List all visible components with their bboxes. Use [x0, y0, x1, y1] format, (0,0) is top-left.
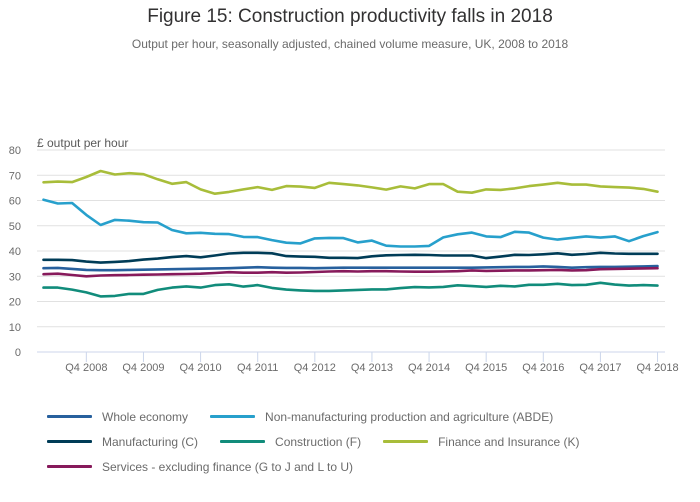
- legend-item[interactable]: Whole economy: [47, 410, 188, 424]
- legend-item[interactable]: Construction (F): [220, 435, 361, 449]
- legend-label: Construction (F): [275, 434, 362, 449]
- y-tick-label: 80: [9, 145, 21, 157]
- series-line-4[interactable]: [42, 169, 659, 195]
- legend-swatch: [47, 440, 92, 443]
- legend-swatch: [47, 465, 92, 468]
- legend-label: Services - excluding finance (G to J and…: [102, 459, 354, 474]
- y-tick-label: 40: [9, 246, 21, 258]
- x-axis: Q4 2008 Q4 2009 Q4 2010 Q4 2011 Q4 2012 Q4 20…: [37, 351, 679, 374]
- legend-item[interactable]: Finance and Insurance (K): [383, 434, 580, 449]
- series-line-5[interactable]: [42, 266, 659, 278]
- legend-item[interactable]: Manufacturing (C): [47, 435, 198, 449]
- x-tick-label: Q4 2008: [65, 362, 107, 374]
- legend-item[interactable]: Services - excluding finance (G to J and…: [47, 460, 353, 474]
- y-axis-ticks: 0 10 20 30 40 50 60 70 80: [9, 145, 21, 359]
- series-lines: [42, 169, 659, 298]
- legend: Whole economy Non-manufacturing productio…: [47, 404, 667, 479]
- legend-label: Manufacturing (C): [102, 434, 199, 449]
- legend-row: Whole economy Non-manufacturing productio…: [47, 404, 667, 429]
- y-axis-title: £ output per hour: [37, 136, 128, 150]
- y-tick-label: 10: [9, 322, 21, 334]
- legend-swatch: [210, 415, 256, 418]
- x-tick-label: Q4 2010: [179, 362, 221, 374]
- x-tick-label: Q4 2018: [636, 362, 678, 374]
- y-tick-label: 60: [9, 196, 21, 208]
- legend-swatch: [220, 440, 266, 443]
- legend-swatch: [47, 415, 92, 418]
- legend-item[interactable]: Non-manufacturing production and agricul…: [210, 410, 553, 424]
- chart-subtitle: Output per hour, seasonally adjusted, ch…: [131, 37, 569, 51]
- y-tick-label: 50: [9, 221, 21, 233]
- series-line-2[interactable]: [42, 251, 659, 264]
- legend-label: Whole economy: [102, 409, 189, 424]
- x-tick-label: Q4 2014: [408, 362, 450, 374]
- y-tick-label: 30: [9, 271, 21, 283]
- x-tick-label: Q4 2013: [351, 362, 393, 374]
- legend-row: Services - excluding finance (G to J and…: [47, 454, 667, 479]
- legend-label: Finance and Insurance (K): [438, 434, 580, 449]
- x-tick-label: Q4 2011: [237, 362, 278, 374]
- legend-label: Non-manufacturing production and agricul…: [265, 409, 554, 424]
- series-line-0[interactable]: [42, 264, 659, 272]
- y-tick-label: 0: [15, 347, 21, 359]
- legend-row: Manufacturing (C) Construction (F) Finance…: [47, 429, 667, 454]
- line-chart: 0 10 20 30 40 50 60 70 80 £ output per hour Q4 2…: [9, 136, 679, 374]
- x-tick-label: Q4 2017: [579, 362, 621, 374]
- gridlines: [37, 149, 665, 328]
- series-line-1[interactable]: [42, 198, 659, 248]
- y-tick-label: 20: [9, 297, 21, 309]
- x-tick-label: Q4 2015: [465, 362, 507, 374]
- x-tick-label: Q4 2012: [294, 362, 336, 374]
- chart-title: Figure 15: Construction productivity fal…: [147, 6, 553, 27]
- x-tick-label: Q4 2016: [522, 362, 564, 374]
- series-line-3[interactable]: [42, 281, 659, 298]
- x-tick-label: Q4 2009: [122, 362, 164, 374]
- y-tick-label: 70: [9, 170, 21, 182]
- legend-swatch: [383, 440, 429, 443]
